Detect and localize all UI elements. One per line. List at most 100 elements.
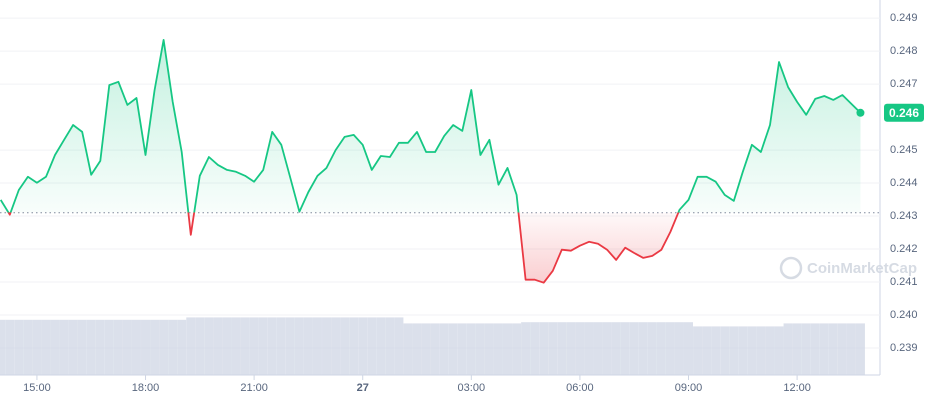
volume-bar: [104, 319, 114, 375]
volume-bar: [466, 323, 476, 375]
volume-bar: [258, 317, 268, 375]
volume-bar: [267, 317, 277, 375]
volume-bar: [240, 317, 250, 375]
x-tick-label: 09:00: [675, 382, 703, 394]
volume-bar: [141, 319, 151, 375]
y-tick-label: 0.241: [890, 276, 918, 288]
volume-bar: [638, 322, 648, 375]
volume-bar: [539, 322, 549, 375]
volume-bar: [711, 326, 721, 375]
volume-bar: [457, 323, 467, 375]
last-point: [856, 108, 865, 117]
volume-bar: [439, 323, 449, 375]
volume-bar: [557, 322, 567, 375]
volume-bar: [421, 323, 431, 375]
volume-bar: [855, 323, 865, 375]
volume-bar: [665, 322, 675, 375]
volume-bar: [475, 323, 485, 375]
volume-bar: [756, 326, 766, 375]
y-tick-label: 0.249: [890, 12, 918, 24]
volume-bar: [122, 319, 132, 375]
volume-bar: [95, 319, 105, 375]
volume-bar: [59, 319, 69, 375]
watermark: CoinMarketCap: [779, 256, 917, 280]
volume-bar: [68, 319, 78, 375]
volume-bar: [837, 323, 847, 375]
volume-bar: [285, 317, 295, 375]
volume-bar: [720, 326, 730, 375]
y-tick-label: 0.242: [890, 243, 918, 255]
volume-bar: [620, 322, 630, 375]
volume-bar: [5, 319, 15, 375]
volume-bar: [322, 317, 332, 375]
volume-bar: [385, 317, 395, 375]
volume-bar: [484, 323, 494, 375]
volume-bar: [195, 317, 205, 375]
volume-bar: [349, 317, 359, 375]
volume-bar: [303, 317, 313, 375]
volume-bar: [150, 319, 160, 375]
x-tick-label: 03:00: [458, 382, 486, 394]
volume-bar: [819, 323, 829, 375]
volume-bar: [131, 319, 141, 375]
volume-bar: [729, 326, 739, 375]
volume-bar: [213, 317, 223, 375]
volume-bar: [602, 322, 612, 375]
y-tick-label: 0.239: [890, 342, 918, 354]
volume-bar: [86, 319, 96, 375]
volume-bar: [430, 323, 440, 375]
volume-bar: [828, 323, 838, 375]
y-tick-label: 0.244: [890, 177, 918, 189]
volume-bar: [32, 319, 42, 375]
volume-bar: [765, 326, 775, 375]
volume-bar: [50, 319, 60, 375]
volume-bar: [276, 317, 286, 375]
y-tick-label: 0.240: [890, 309, 918, 321]
volume-bar: [647, 322, 657, 375]
x-tick-label: 15:00: [23, 382, 51, 394]
price-badge-label: 0.246: [889, 106, 919, 120]
volume-bar: [810, 323, 820, 375]
volume-bar: [747, 326, 757, 375]
volume-bar: [77, 319, 87, 375]
volume-bar: [231, 317, 241, 375]
volume-bar: [23, 319, 33, 375]
x-tick-label: 21:00: [240, 382, 268, 394]
volume-bar: [222, 317, 232, 375]
x-tick-label: 06:00: [566, 382, 594, 394]
volume-bar: [41, 319, 51, 375]
price-badge: [884, 103, 924, 122]
volume-bar: [656, 322, 666, 375]
volume-bar: [674, 322, 684, 375]
volume-bar: [367, 317, 377, 375]
volume-bar: [294, 317, 304, 375]
volume-bar: [521, 322, 531, 375]
volume-bar: [493, 323, 503, 375]
watermark-text: CoinMarketCap: [807, 260, 917, 277]
watermark-logo: [779, 256, 803, 280]
volume-bar: [684, 322, 694, 375]
volume-bar: [693, 326, 703, 375]
volume-bar: [792, 323, 802, 375]
volume-bar: [774, 326, 784, 375]
volume-bar: [530, 322, 540, 375]
volume-bar: [403, 323, 413, 375]
volume-bar: [783, 323, 793, 375]
volume-bar: [376, 317, 386, 375]
volume-bar: [584, 322, 594, 375]
x-tick-label: 27: [357, 382, 369, 394]
y-tick-label: 0.245: [890, 144, 918, 156]
volume-bar: [204, 317, 214, 375]
volume-bar: [177, 319, 187, 375]
volume-bar: [0, 319, 6, 375]
volume-bar: [448, 323, 458, 375]
volume-bar: [566, 322, 576, 375]
volume-bar: [593, 322, 603, 375]
volume-bar: [394, 317, 404, 375]
x-tick-label: 12:00: [783, 382, 811, 394]
volume-bar: [113, 319, 123, 375]
x-tick-label: 18:00: [132, 382, 160, 394]
volume-bar: [512, 323, 522, 375]
volume-bar: [801, 323, 811, 375]
